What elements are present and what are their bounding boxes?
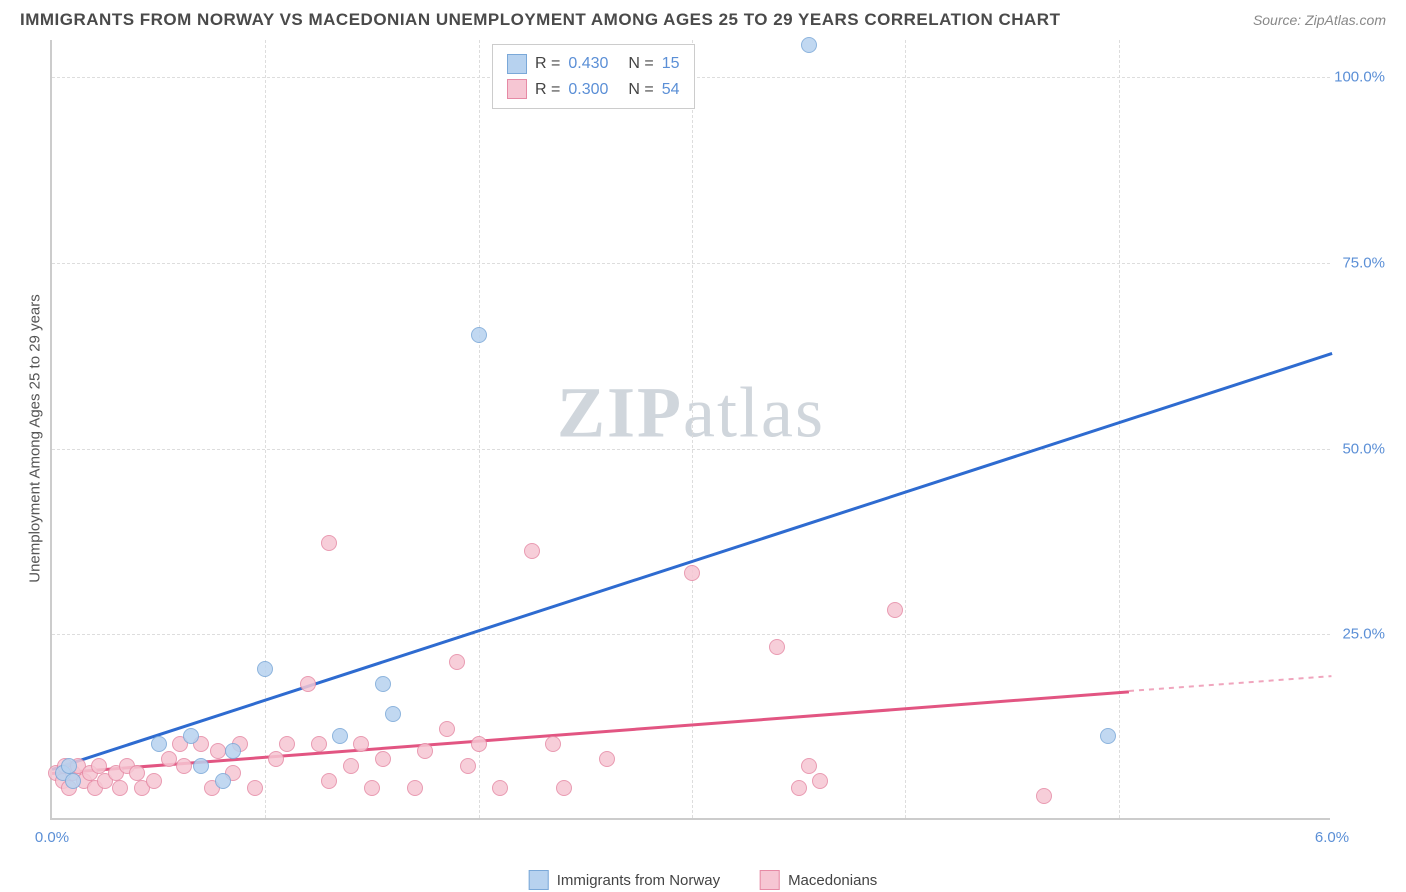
data-point: [321, 535, 337, 551]
legend-n-value: 15: [662, 51, 680, 77]
y-tick-label: 75.0%: [1342, 254, 1385, 271]
data-point: [375, 751, 391, 767]
legend-item-norway: Immigrants from Norway: [529, 870, 720, 890]
data-point: [353, 736, 369, 752]
data-point: [65, 773, 81, 789]
y-tick-label: 50.0%: [1342, 440, 1385, 457]
data-point: [364, 780, 380, 796]
trend-line: [1129, 675, 1332, 692]
legend-r-label: R =: [535, 51, 560, 77]
legend-r-value: 0.430: [568, 51, 608, 77]
data-point: [183, 728, 199, 744]
data-point: [449, 654, 465, 670]
legend-n-label: N =: [628, 77, 653, 103]
data-point: [471, 327, 487, 343]
data-point: [407, 780, 423, 796]
correlation-legend: R = 0.430 N = 15 R = 0.300 N = 54: [492, 44, 695, 109]
data-point: [210, 743, 226, 759]
watermark-zip: ZIP: [557, 373, 683, 453]
legend-label-norway: Immigrants from Norway: [557, 872, 720, 889]
plot-area: ZIPatlas 25.0%50.0%75.0%100.0%0.0%6.0%R …: [50, 40, 1330, 820]
data-point: [801, 758, 817, 774]
data-point: [812, 773, 828, 789]
chart-container: Unemployment Among Ages 25 to 29 years Z…: [50, 40, 1390, 850]
gridline-v: [1119, 40, 1120, 818]
chart-title: IMMIGRANTS FROM NORWAY VS MACEDONIAN UNE…: [20, 10, 1060, 30]
data-point: [176, 758, 192, 774]
data-point: [151, 736, 167, 752]
gridline-v: [692, 40, 693, 818]
data-point: [343, 758, 359, 774]
data-point: [193, 758, 209, 774]
watermark-atlas: atlas: [683, 373, 825, 453]
data-point: [311, 736, 327, 752]
data-point: [1036, 788, 1052, 804]
legend-n-value: 54: [662, 77, 680, 103]
legend-row: R = 0.430 N = 15: [507, 51, 680, 77]
legend-label-macedonians: Macedonians: [788, 872, 877, 889]
gridline-h: [52, 634, 1330, 635]
source-attribution: Source: ZipAtlas.com: [1253, 12, 1386, 28]
data-point: [375, 676, 391, 692]
data-point: [801, 37, 817, 53]
data-point: [599, 751, 615, 767]
legend-swatch-icon: [507, 54, 527, 74]
legend-n-label: N =: [628, 51, 653, 77]
data-point: [61, 758, 77, 774]
data-point: [556, 780, 572, 796]
data-point: [257, 661, 273, 677]
data-point: [91, 758, 107, 774]
data-point: [439, 721, 455, 737]
gridline-v: [479, 40, 480, 818]
data-point: [471, 736, 487, 752]
gridline-h: [52, 449, 1330, 450]
data-point: [791, 780, 807, 796]
y-tick-label: 100.0%: [1334, 69, 1385, 86]
x-tick-label: 0.0%: [35, 829, 69, 846]
data-point: [769, 639, 785, 655]
data-point: [545, 736, 561, 752]
watermark: ZIPatlas: [557, 372, 825, 455]
data-point: [887, 602, 903, 618]
data-point: [524, 543, 540, 559]
data-point: [300, 676, 316, 692]
data-point: [146, 773, 162, 789]
data-point: [332, 728, 348, 744]
data-point: [129, 765, 145, 781]
trend-line: [52, 690, 1130, 774]
legend-r-value: 0.300: [568, 77, 608, 103]
y-axis-label: Unemployment Among Ages 25 to 29 years: [27, 294, 44, 583]
gridline-v: [905, 40, 906, 818]
data-point: [225, 743, 241, 759]
data-point: [279, 736, 295, 752]
x-tick-label: 6.0%: [1315, 829, 1349, 846]
data-point: [460, 758, 476, 774]
legend-row: R = 0.300 N = 54: [507, 77, 680, 103]
data-point: [112, 780, 128, 796]
data-point: [1100, 728, 1116, 744]
data-point: [321, 773, 337, 789]
data-point: [247, 780, 263, 796]
data-point: [215, 773, 231, 789]
legend-item-macedonians: Macedonians: [760, 870, 877, 890]
swatch-norway: [529, 870, 549, 890]
data-point: [268, 751, 284, 767]
data-point: [161, 751, 177, 767]
gridline-h: [52, 263, 1330, 264]
data-point: [684, 565, 700, 581]
data-point: [492, 780, 508, 796]
legend-r-label: R =: [535, 77, 560, 103]
bottom-legend: Immigrants from Norway Macedonians: [529, 870, 878, 890]
y-tick-label: 25.0%: [1342, 626, 1385, 643]
data-point: [417, 743, 433, 759]
legend-swatch-icon: [507, 79, 527, 99]
data-point: [385, 706, 401, 722]
swatch-macedonians: [760, 870, 780, 890]
